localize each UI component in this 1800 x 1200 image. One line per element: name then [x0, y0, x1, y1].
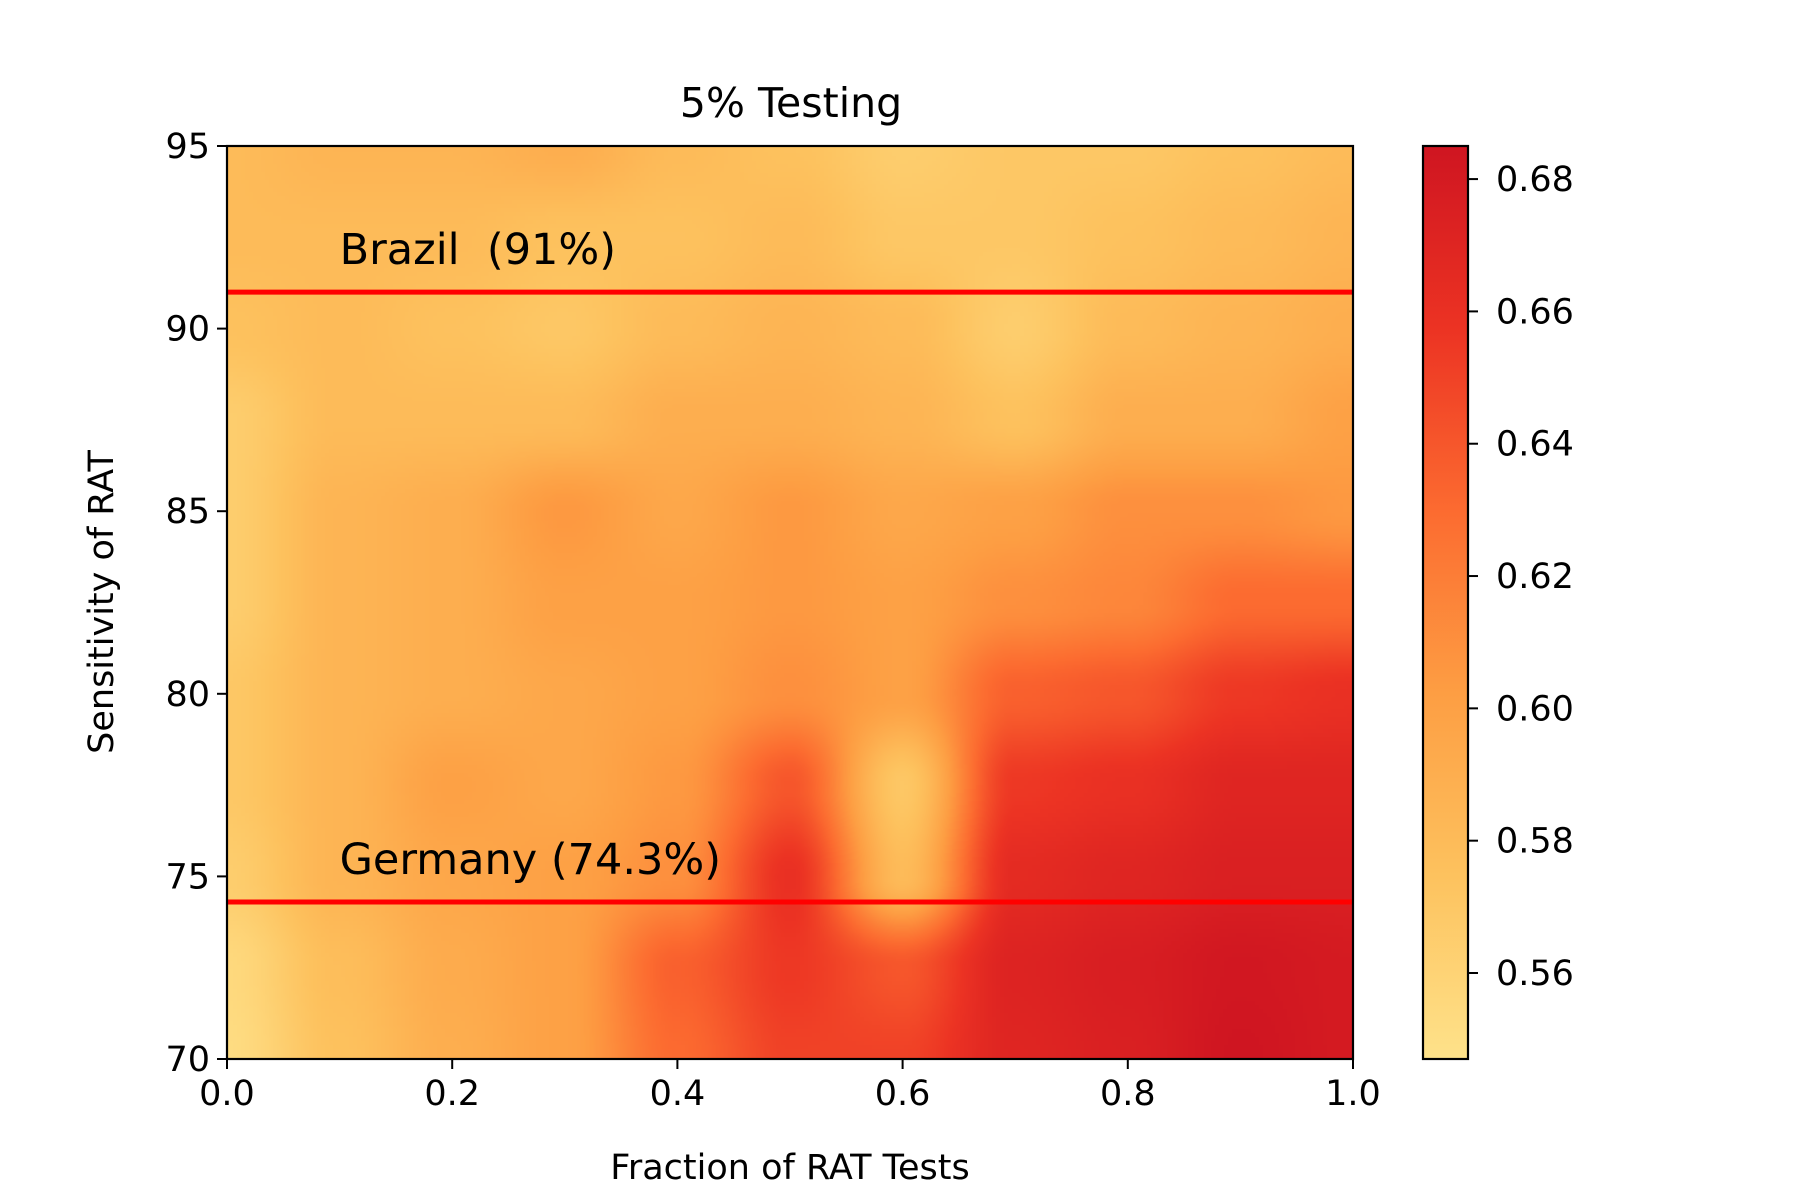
x-axis-label: Fraction of RAT Tests — [610, 1148, 970, 1188]
colorbar-tick-label: 0.62 — [1496, 557, 1574, 597]
y-axis: 70 75 80 85 90 95 — [165, 127, 227, 1080]
y-axis-label: Sensitivity of RAT — [82, 450, 122, 754]
reference-line-label: Brazil (91%) — [340, 225, 616, 275]
colorbar — [1421, 144, 1470, 1061]
x-tick-label: 0.4 — [650, 1074, 706, 1114]
colorbar-tick-label: 0.60 — [1496, 689, 1574, 729]
heatmap-surface — [227, 146, 1353, 1059]
y-tick-label: 95 — [165, 127, 210, 167]
x-axis: 0.0 0.2 0.4 0.6 0.8 1.0 — [199, 1059, 1381, 1114]
x-tick-label: 0.2 — [424, 1074, 480, 1114]
y-tick-label: 70 — [165, 1040, 210, 1080]
colorbar-axis: 0.56 0.58 0.60 0.62 0.64 0.66 0.68 — [1468, 160, 1574, 994]
colorbar-tick-label: 0.64 — [1496, 425, 1574, 465]
colorbar-tick-label: 0.68 — [1496, 160, 1574, 200]
y-tick-label: 85 — [165, 492, 210, 532]
x-tick-label: 0.0 — [199, 1074, 255, 1114]
colorbar-tick-label: 0.66 — [1496, 292, 1574, 332]
colorbar-tick-label: 0.56 — [1496, 954, 1574, 994]
x-tick-label: 1.0 — [1325, 1074, 1381, 1114]
x-tick-label: 0.6 — [875, 1074, 931, 1114]
chart-title: 5% Testing — [680, 79, 902, 127]
colorbar-tick-label: 0.58 — [1496, 822, 1574, 862]
plot-frame — [225, 144, 1355, 1061]
y-tick-label: 80 — [165, 675, 210, 715]
x-tick-label: 0.8 — [1100, 1074, 1156, 1114]
y-tick-label: 75 — [165, 857, 210, 897]
reference-line-label: Germany (74.3%) — [340, 835, 721, 885]
y-tick-label: 90 — [165, 310, 210, 350]
reference-lines: Brazil (91%) Germany (74.3%) — [227, 225, 1353, 905]
